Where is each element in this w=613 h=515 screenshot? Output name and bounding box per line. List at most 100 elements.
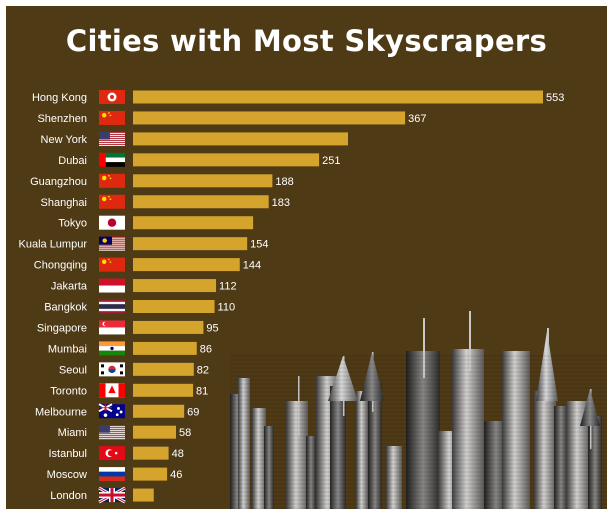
city-label: Mumbai	[48, 343, 87, 355]
bar-row: Tokyo	[58, 215, 254, 230]
bar	[133, 383, 194, 397]
city-label: Shanghai	[41, 197, 88, 209]
usa-flag-icon	[99, 131, 125, 146]
bar	[133, 320, 204, 334]
bar-row: Mumbai 86	[48, 341, 212, 356]
bar	[133, 195, 269, 209]
value-label: 81	[196, 385, 208, 397]
value-label: 58	[179, 427, 191, 439]
value-label: 82	[197, 364, 209, 376]
value-label: 48	[172, 448, 184, 460]
city-label: Chongqing	[34, 260, 87, 272]
bar	[133, 488, 154, 502]
bar-row: New York	[41, 131, 349, 146]
value-label: 46	[170, 469, 182, 481]
bar-row: Seoul 82	[59, 362, 209, 377]
bar	[133, 132, 349, 146]
value-label: 112	[219, 281, 237, 293]
bar-row: London	[50, 486, 154, 504]
japan-flag-icon	[99, 215, 125, 230]
value-label: 553	[546, 92, 564, 104]
value-label: 69	[187, 406, 199, 418]
city-label: Shenzhen	[37, 113, 87, 125]
bar-row: Hong Kong 553	[32, 90, 564, 104]
city-label: Hong Kong	[32, 92, 87, 104]
bar	[133, 111, 406, 125]
bar-row: Jakarta 112	[51, 278, 237, 293]
china-flag-icon	[99, 257, 125, 272]
bar	[133, 404, 185, 418]
bar-row: Bangkok 110	[44, 299, 236, 314]
bar-row: Singapore 95	[37, 320, 219, 335]
bar	[133, 216, 254, 230]
value-label: 95	[206, 322, 218, 334]
bar	[133, 300, 215, 313]
singapore-flag-icon	[99, 320, 125, 335]
city-label: New York	[41, 134, 88, 146]
bar-row: Kuala Lumpur 154	[19, 236, 269, 251]
indonesia-flag-icon	[99, 278, 125, 293]
city-label: Bangkok	[44, 302, 87, 314]
bar-row: Dubai 251	[58, 152, 340, 167]
value-label: 86	[200, 343, 212, 355]
bar	[133, 362, 194, 376]
hong-kong-flag-icon	[99, 90, 125, 104]
city-label: Guangzhou	[30, 176, 87, 188]
russia-flag-icon	[99, 467, 125, 482]
bar-row: Miami 58	[58, 425, 191, 440]
city-label: Singapore	[37, 322, 87, 334]
bar-row: Shanghai 183	[41, 194, 290, 209]
city-label: Dubai	[58, 155, 87, 167]
bar	[133, 279, 217, 293]
bar	[133, 446, 169, 460]
bar-row: Istanbul 48	[48, 446, 184, 461]
bar	[133, 174, 273, 188]
bar	[133, 258, 240, 272]
value-label: 144	[243, 260, 261, 272]
city-label: Toronto	[50, 385, 87, 397]
value-label: 183	[272, 197, 290, 209]
south-korea-flag-icon	[99, 362, 125, 377]
city-label: Tokyo	[58, 218, 87, 230]
bar-row: Guangzhou 188	[30, 173, 294, 188]
bar-row: Toronto 81	[50, 383, 208, 398]
city-label: Kuala Lumpur	[19, 239, 88, 251]
turkey-flag-icon	[99, 446, 125, 461]
value-label: 110	[218, 302, 236, 314]
bar	[133, 341, 197, 355]
city-label: Seoul	[59, 364, 87, 376]
bar	[133, 467, 168, 481]
uae-flag-icon	[99, 152, 125, 167]
city-label: Moscow	[47, 469, 87, 481]
bar	[133, 153, 320, 167]
china-flag-icon	[99, 194, 125, 209]
bar-chart: Hong Kong 553 Shenzhen 367 New York Dubai 251 G…	[19, 90, 564, 504]
malaysia-flag-icon	[99, 236, 125, 251]
bar-row: Chongqing 144	[34, 257, 261, 272]
city-label: London	[50, 490, 87, 502]
city-label: Istanbul	[48, 448, 87, 460]
canada-flag-icon	[99, 383, 125, 398]
bar	[133, 90, 543, 104]
chart-title: Cities with Most Skyscrapers	[65, 24, 548, 58]
bar-row: Shenzhen 367	[37, 110, 426, 125]
uk-flag-icon	[98, 486, 126, 504]
city-label: Melbourne	[35, 406, 87, 418]
usa-flag-icon	[99, 425, 125, 440]
thailand-flag-icon	[99, 299, 125, 314]
australia-flag-icon	[98, 403, 125, 419]
chart-frame: Cities with Most Skyscrapers Hong Kong 55…	[6, 6, 607, 509]
value-label: 251	[322, 155, 340, 167]
value-label: 367	[408, 113, 426, 125]
bar	[133, 425, 177, 439]
skyline-illustration	[230, 311, 607, 509]
bar-row: Moscow 46	[47, 467, 182, 482]
china-flag-icon	[99, 173, 125, 188]
bar-row: Melbourne 69	[35, 403, 199, 419]
bar	[133, 237, 248, 251]
value-label: 154	[250, 239, 268, 251]
city-label: Miami	[58, 427, 87, 439]
city-label: Jakarta	[51, 281, 88, 293]
china-flag-icon	[99, 110, 125, 125]
india-flag-icon	[99, 341, 125, 356]
